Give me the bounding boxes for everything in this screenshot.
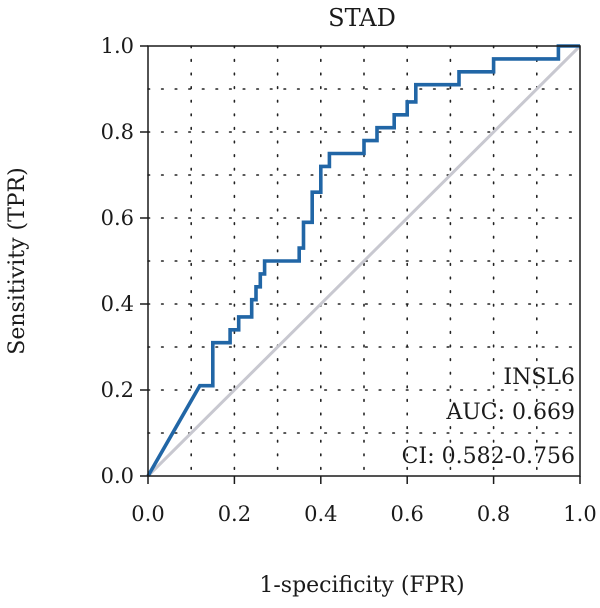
plot-frame — [147, 45, 581, 477]
x-tick-label: 1.0 — [563, 502, 596, 526]
x-tick-label: 0.2 — [218, 502, 251, 526]
y-tick-label: 0.6 — [101, 206, 134, 230]
series-group — [146, 44, 582, 478]
annotation-gene: INSL6 — [503, 365, 575, 390]
y-tick-label: 0.4 — [101, 292, 134, 316]
x-axis-label: 1-specificity (FPR) — [259, 573, 464, 598]
x-tick-label: 0.6 — [390, 502, 423, 526]
chart-title: STAD — [328, 4, 396, 32]
annotation-ci: CI: 0.582-0.756 — [402, 444, 575, 469]
roc-curve-line — [146, 44, 580, 477]
y-axis: 0.0 0.2 0.4 0.6 0.8 1.0 — [101, 34, 148, 488]
y-axis-label: Sensitivity (TPR) — [5, 167, 30, 354]
y-tick-label: 1.0 — [101, 34, 134, 58]
x-tick-label: 0.4 — [304, 502, 337, 526]
x-tick-label: 0.0 — [131, 502, 164, 526]
y-tick-label: 0.2 — [101, 378, 134, 402]
annotation-auc: AUC: 0.669 — [445, 400, 575, 425]
diagonal-reference-line — [146, 44, 582, 478]
y-tick-label: 0.0 — [101, 464, 134, 488]
x-tick-label: 0.8 — [477, 502, 510, 526]
y-tick-label: 0.8 — [101, 120, 134, 144]
x-axis: 0.0 0.2 0.4 0.6 0.8 1.0 — [131, 476, 597, 526]
